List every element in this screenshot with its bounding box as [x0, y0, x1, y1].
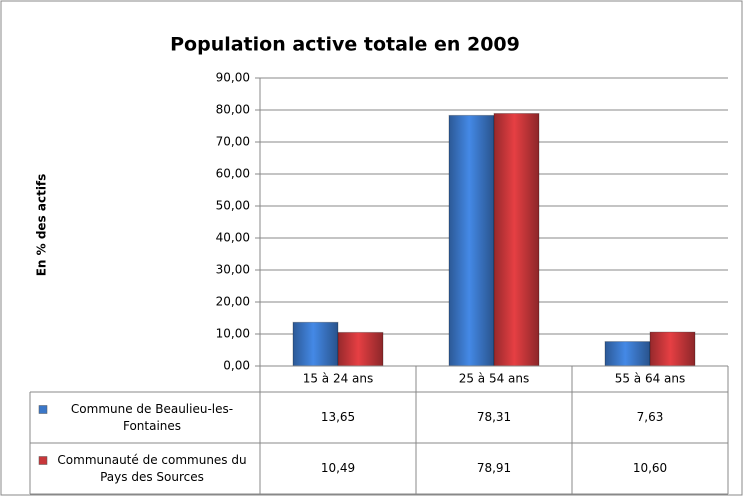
legend-label: Communauté de communes du Pays des Sourc… [57, 452, 247, 484]
table-value: 78,91 [477, 461, 511, 475]
chart-title: Population active totale en 2009 [170, 34, 520, 56]
y-tick-label: 80,00 [216, 103, 250, 117]
table-value: 7,63 [637, 410, 664, 424]
legend-key [38, 456, 48, 465]
table-value: 10,49 [321, 461, 355, 475]
legend-key [38, 405, 48, 414]
bar [337, 331, 384, 367]
table-value: 78,31 [477, 410, 511, 424]
bar [604, 341, 651, 367]
legend-label: Commune de Beaulieu-les-Fontaines [70, 401, 234, 433]
y-tick-label: 40,00 [216, 231, 250, 245]
y-tick-label: 60,00 [216, 167, 250, 181]
bar [493, 112, 540, 367]
y-tick-label: 20,00 [216, 295, 250, 309]
x-tick-label: 15 à 24 ans [303, 372, 374, 386]
y-axis-label: En % des actifs [35, 174, 49, 277]
y-tick-label: 90,00 [216, 71, 250, 85]
y-tick-label: 50,00 [216, 199, 250, 213]
bar [649, 331, 696, 367]
bar [448, 114, 495, 367]
x-tick-label: 55 à 64 ans [615, 372, 686, 386]
y-tick-label: 30,00 [216, 263, 250, 277]
y-tick-label: 70,00 [216, 135, 250, 149]
table-value: 13,65 [321, 410, 355, 424]
table-value: 10,60 [633, 461, 667, 475]
y-tick-label: 10,00 [216, 327, 250, 341]
bar [292, 321, 339, 367]
y-tick-label: 0,00 [223, 359, 250, 373]
x-tick-label: 25 à 54 ans [459, 372, 530, 386]
